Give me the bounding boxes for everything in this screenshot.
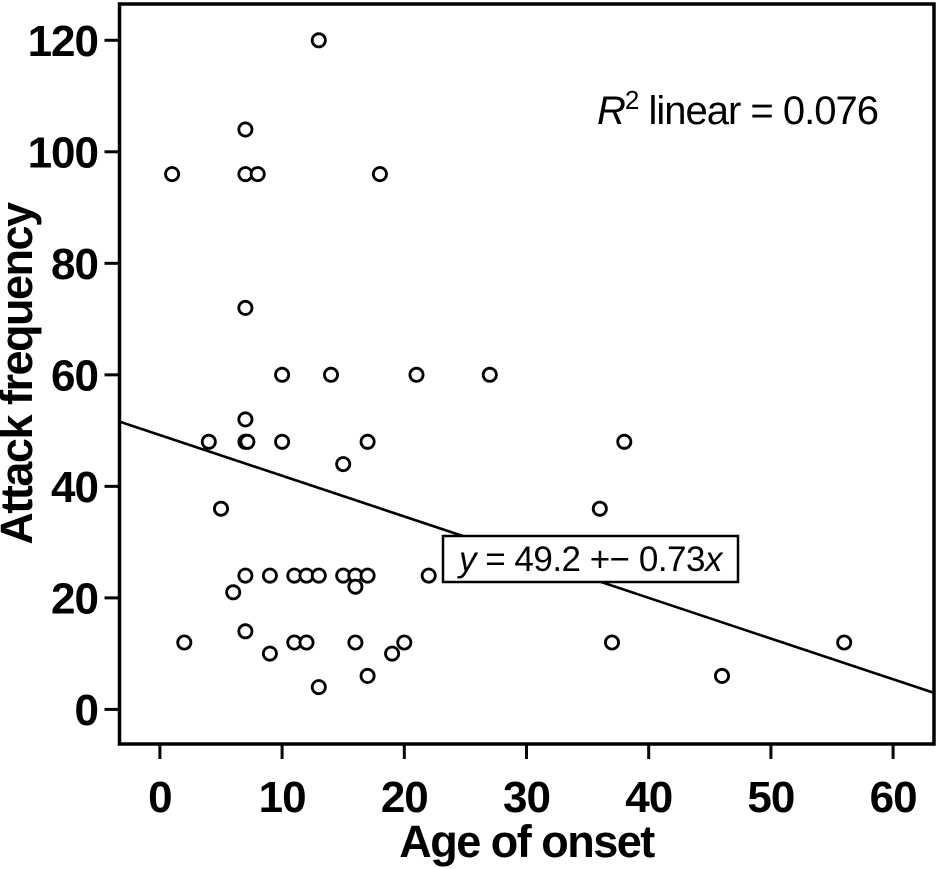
data-point	[616, 433, 633, 450]
equation-box	[441, 534, 740, 584]
y-tick-label: 80	[51, 240, 98, 289]
data-point	[164, 166, 181, 183]
r-squared-annotation: R2 linear = 0.076	[597, 85, 878, 133]
data-point	[239, 433, 256, 450]
data-point	[836, 634, 853, 651]
y-tick-label: 120	[28, 17, 98, 66]
data-point	[249, 166, 266, 183]
x-axis-tick-labels: 0 10 20 30 40 50 60	[148, 773, 917, 822]
data-point	[261, 567, 278, 584]
y-axis-ticks	[104, 38, 120, 711]
y-tick-label: 60	[51, 351, 98, 400]
y-tick-label: 20	[51, 574, 98, 623]
data-point	[310, 567, 327, 584]
data-point	[310, 32, 327, 49]
data-point	[274, 433, 291, 450]
data-point	[298, 634, 315, 651]
x-tick-label: 20	[381, 773, 428, 822]
x-tick-label: 10	[259, 773, 306, 822]
scatter-points	[164, 32, 853, 696]
data-point	[176, 634, 193, 651]
data-point	[591, 500, 608, 517]
data-point	[604, 634, 621, 651]
data-point	[237, 121, 254, 138]
data-point	[274, 366, 291, 383]
y-tick-label: 40	[51, 463, 98, 512]
data-point	[322, 366, 339, 383]
data-point	[359, 567, 376, 584]
data-point	[200, 433, 217, 450]
x-axis-ticks	[158, 744, 895, 759]
data-point	[408, 366, 425, 383]
data-point	[310, 679, 327, 696]
data-point	[237, 623, 254, 640]
data-point	[237, 567, 254, 584]
data-point	[335, 456, 352, 473]
x-axis-title: Age of onset	[399, 816, 655, 867]
data-point	[237, 299, 254, 316]
data-point	[384, 645, 401, 662]
data-point	[481, 366, 498, 383]
y-axis-tick-labels: 0 20 40 60 80 100 120	[28, 17, 99, 735]
x-tick-label: 0	[148, 773, 171, 822]
data-point	[420, 567, 437, 584]
y-tick-label: 0	[75, 686, 98, 735]
x-tick-label: 30	[503, 773, 550, 822]
data-point	[212, 500, 229, 517]
equation-label: y = 49.2 +− 0.73x	[457, 540, 724, 579]
data-point	[396, 634, 413, 651]
data-point	[261, 645, 278, 662]
data-point	[371, 166, 388, 183]
x-tick-label: 50	[747, 773, 794, 822]
data-point	[225, 584, 242, 601]
x-tick-label: 40	[625, 773, 672, 822]
data-point	[237, 411, 254, 428]
data-point	[347, 634, 364, 651]
data-point	[714, 667, 731, 684]
data-point	[359, 433, 376, 450]
y-tick-label: 100	[28, 128, 98, 177]
x-tick-label: 60	[870, 773, 917, 822]
data-point	[359, 667, 376, 684]
data-point	[347, 578, 364, 595]
y-axis-title: Attack frequency	[0, 202, 42, 545]
